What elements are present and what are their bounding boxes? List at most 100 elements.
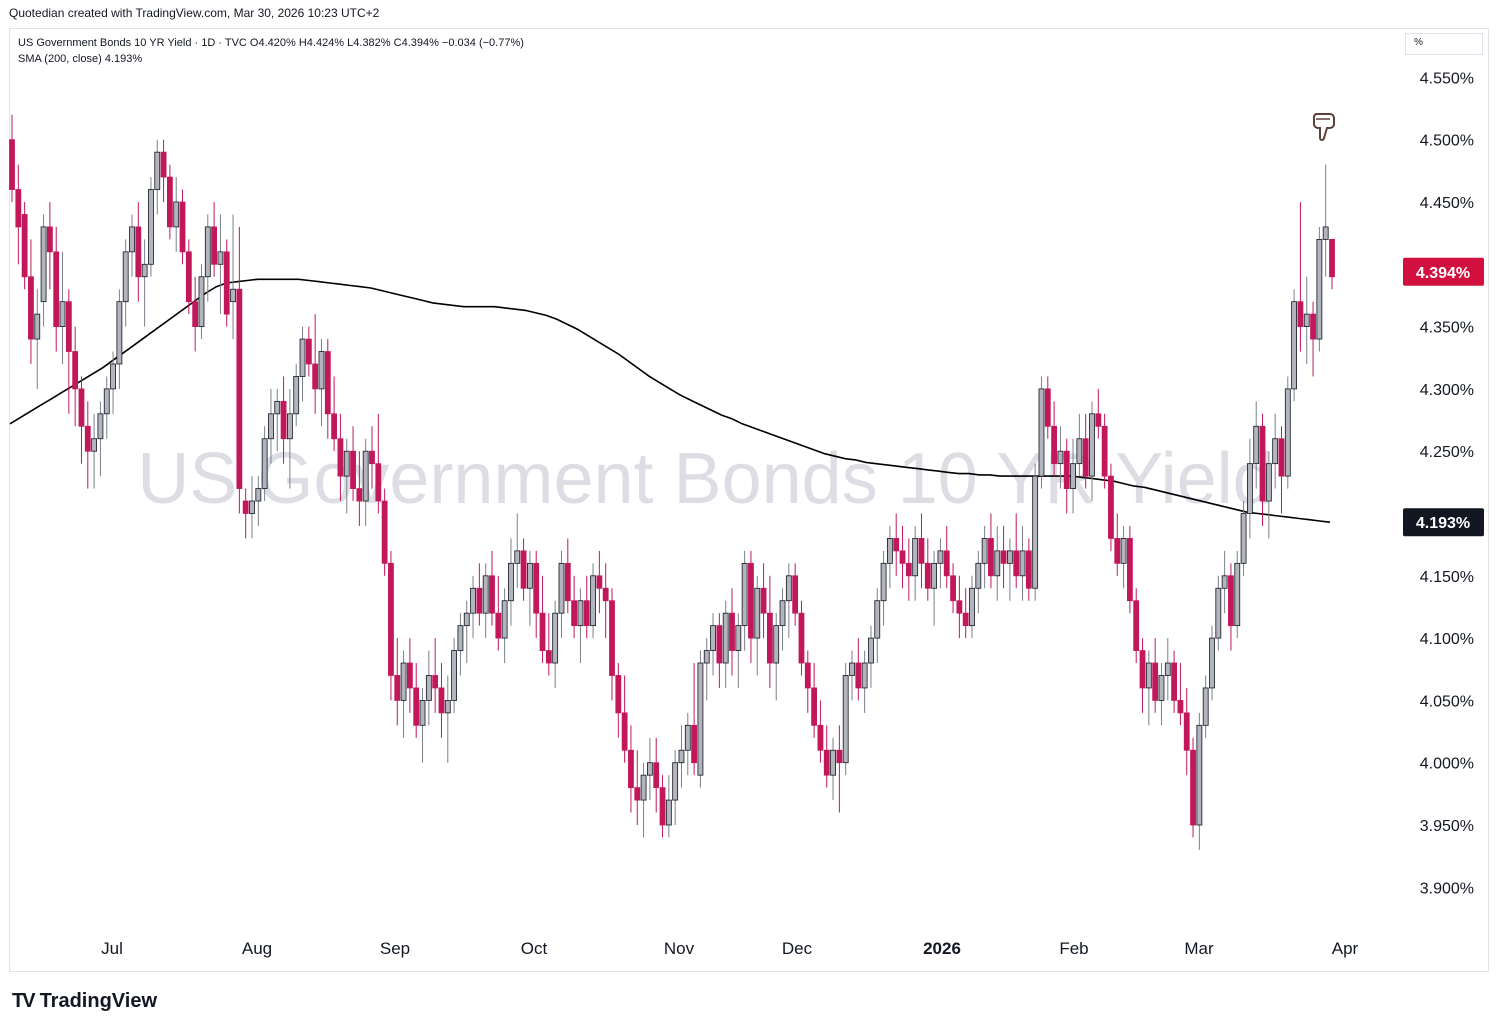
candle-body [665, 799, 672, 826]
y-tick-label: 4.500% [1420, 133, 1474, 150]
candle [1278, 426, 1285, 514]
candle-body [508, 562, 514, 602]
candle [646, 737, 653, 801]
candle-body [943, 550, 950, 577]
candle-body [766, 612, 773, 664]
candle [268, 388, 274, 464]
candle [602, 563, 609, 639]
last-price-label: 4.394% [1416, 265, 1470, 282]
candle-body [918, 538, 925, 564]
candle [84, 401, 91, 489]
symbol-legend-line[interactable]: US Government Bonds 10 YR Yield · 1D · T… [18, 37, 524, 49]
candle-body [722, 612, 729, 664]
candle-body [40, 226, 47, 303]
candle-body [849, 662, 855, 676]
candle [634, 750, 641, 825]
candle [1272, 413, 1279, 489]
time-axis[interactable]: Jul Aug Sep Oct Nov Dec 2026 Feb Mar Apr [101, 939, 1358, 958]
tradingview-footer[interactable]: TV TradingView [12, 990, 157, 1013]
candle [710, 613, 716, 676]
candle-body [286, 413, 293, 440]
candle [9, 114, 15, 202]
candle-body [558, 562, 565, 614]
candle-body [1316, 238, 1323, 340]
candle-body [91, 438, 98, 452]
price-scale-unit[interactable]: % [1405, 33, 1483, 55]
candle-body [1221, 575, 1228, 589]
candle [1228, 563, 1234, 651]
candle [621, 675, 628, 763]
candle [577, 588, 584, 664]
candle [432, 638, 439, 713]
candle [1246, 438, 1253, 539]
x-tick-label: Oct [521, 939, 548, 958]
candle-body [432, 675, 439, 689]
candle-body [590, 575, 596, 627]
candle [1215, 575, 1222, 651]
candle-body [1190, 749, 1196, 826]
price-axis[interactable]: 4.550%4.500%4.450%4.400%4.350%4.300%4.25… [1420, 70, 1474, 897]
candle [874, 588, 881, 664]
candle-body [855, 662, 862, 689]
sma-value-label: 4.193% [1416, 515, 1470, 532]
candle-body [369, 450, 375, 465]
candle [1303, 276, 1310, 364]
candle [609, 588, 615, 701]
candle [148, 177, 154, 277]
candle-body [53, 251, 60, 327]
candle-body [741, 562, 748, 627]
candle [937, 538, 944, 589]
candle-body [280, 400, 287, 440]
candle-body [388, 562, 394, 676]
candle-body [236, 288, 243, 489]
y-tick-label: 4.300% [1420, 382, 1474, 399]
candle [956, 575, 963, 639]
candle-body [305, 338, 312, 365]
candle-body [1265, 463, 1272, 502]
candle-body [135, 226, 142, 278]
candle [1259, 413, 1266, 526]
candle-body [274, 400, 281, 415]
x-tick-label: Apr [1332, 939, 1359, 958]
candle-body [324, 351, 331, 415]
candle [1253, 401, 1260, 489]
candle-body [1322, 226, 1329, 240]
candle-body [817, 724, 824, 751]
candle-body [1240, 513, 1247, 564]
candle [451, 638, 458, 713]
y-tick-label: 4.450% [1420, 195, 1474, 212]
candle [463, 600, 470, 664]
candle [53, 226, 60, 352]
candle [659, 775, 666, 838]
candle-body [912, 538, 919, 577]
candle-body [78, 388, 85, 427]
candle-body [621, 712, 628, 751]
candle [343, 438, 350, 514]
candle [160, 139, 167, 202]
candle-body [406, 662, 413, 689]
chart-pane[interactable] [9, 28, 1489, 972]
candle-body [1013, 550, 1020, 577]
candle-body [937, 550, 944, 564]
candle [912, 525, 919, 601]
candle [804, 650, 811, 713]
candle-body [1133, 600, 1140, 651]
candle-body [501, 600, 508, 639]
candle-body [1038, 388, 1045, 477]
candle-body [1070, 463, 1076, 489]
candle [482, 563, 489, 639]
candle [476, 563, 483, 626]
candle [558, 550, 565, 639]
candle-body [640, 774, 647, 801]
sma-legend-line[interactable]: SMA (200, close) 4.193% [18, 53, 143, 65]
candle-body [1032, 475, 1039, 589]
candle-body [65, 301, 72, 352]
candle [286, 388, 293, 489]
candle-body [141, 263, 148, 278]
candle-body [609, 600, 615, 676]
candle-body [1183, 712, 1190, 751]
candle [40, 214, 47, 327]
candle [97, 401, 104, 477]
candle-body [1164, 662, 1171, 676]
